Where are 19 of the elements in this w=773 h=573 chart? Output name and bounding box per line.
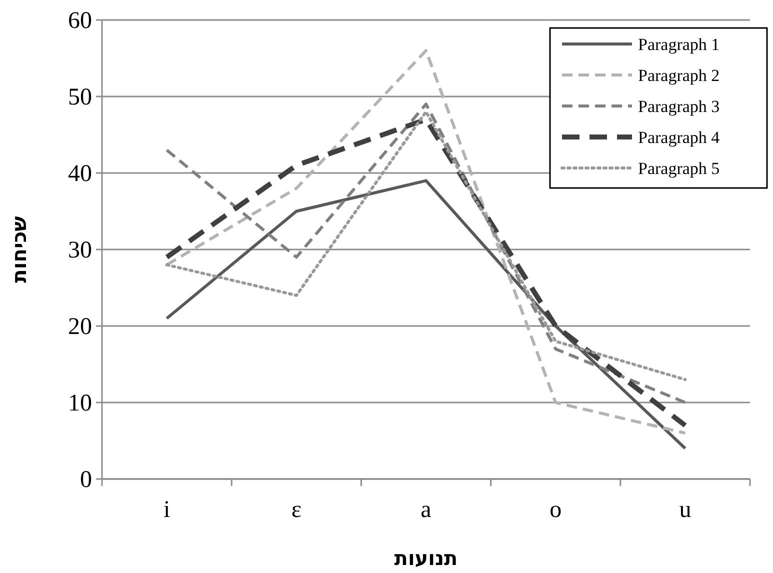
legend-label: Paragraph 2 bbox=[638, 66, 720, 85]
y-tick-label: 60 bbox=[68, 8, 92, 34]
legend-label: Paragraph 4 bbox=[638, 128, 720, 147]
legend-label: Paragraph 5 bbox=[638, 159, 720, 178]
y-tick-label: 20 bbox=[68, 314, 92, 340]
legend-label: Paragraph 1 bbox=[638, 35, 720, 54]
x-tick-label: i bbox=[163, 497, 170, 523]
y-tick-label: 40 bbox=[68, 161, 92, 187]
y-tick-label: 10 bbox=[68, 390, 92, 416]
x-tick-label: o bbox=[550, 497, 562, 523]
x-tick-label: ɛ bbox=[291, 497, 302, 523]
x-tick-label: u bbox=[679, 497, 692, 523]
y-tick-label: 50 bbox=[68, 84, 92, 110]
y-tick-label: 0 bbox=[80, 467, 92, 493]
legend-label: Paragraph 3 bbox=[638, 97, 720, 116]
y-tick-label: 30 bbox=[68, 238, 92, 264]
x-axis-title: תנועות bbox=[394, 546, 458, 570]
y-axis-title: שכיחות bbox=[7, 216, 31, 283]
x-tick-label: a bbox=[420, 497, 432, 523]
